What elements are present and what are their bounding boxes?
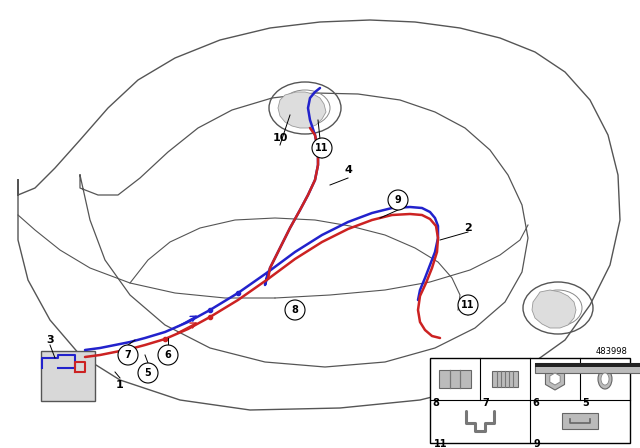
Circle shape	[458, 295, 478, 315]
Text: 8: 8	[292, 305, 298, 315]
Circle shape	[388, 190, 408, 210]
Text: 11: 11	[434, 439, 447, 448]
Bar	[439, 370, 471, 388]
Circle shape	[312, 138, 332, 158]
Circle shape	[118, 345, 138, 365]
Bar	[535, 363, 640, 373]
Text: 9: 9	[534, 439, 541, 448]
Text: 7: 7	[125, 350, 131, 360]
Circle shape	[138, 363, 158, 383]
Polygon shape	[278, 92, 326, 128]
Polygon shape	[550, 373, 560, 385]
Ellipse shape	[601, 373, 609, 385]
Text: 5: 5	[582, 398, 589, 408]
Circle shape	[158, 345, 178, 365]
Text: 6: 6	[532, 398, 539, 408]
Polygon shape	[532, 290, 576, 328]
Text: 5: 5	[145, 368, 152, 378]
Text: 10: 10	[272, 133, 288, 143]
Text: 11: 11	[316, 143, 329, 153]
FancyBboxPatch shape	[41, 351, 95, 401]
Bar	[430, 358, 630, 443]
Text: 8: 8	[432, 398, 439, 408]
Ellipse shape	[292, 99, 318, 117]
Ellipse shape	[546, 299, 570, 317]
Text: 483998: 483998	[596, 347, 628, 356]
Text: 2: 2	[464, 223, 472, 233]
Bar	[492, 371, 518, 387]
Text: 11: 11	[461, 300, 475, 310]
Text: 4: 4	[344, 165, 352, 175]
Text: 6: 6	[164, 350, 172, 360]
Ellipse shape	[598, 369, 612, 389]
Bar	[535, 363, 640, 367]
Text: 9: 9	[395, 195, 401, 205]
Polygon shape	[545, 368, 564, 390]
Text: 3: 3	[46, 335, 54, 345]
Text: 7: 7	[482, 398, 489, 408]
Text: 1: 1	[116, 380, 124, 390]
Bar	[562, 413, 598, 429]
Circle shape	[285, 300, 305, 320]
